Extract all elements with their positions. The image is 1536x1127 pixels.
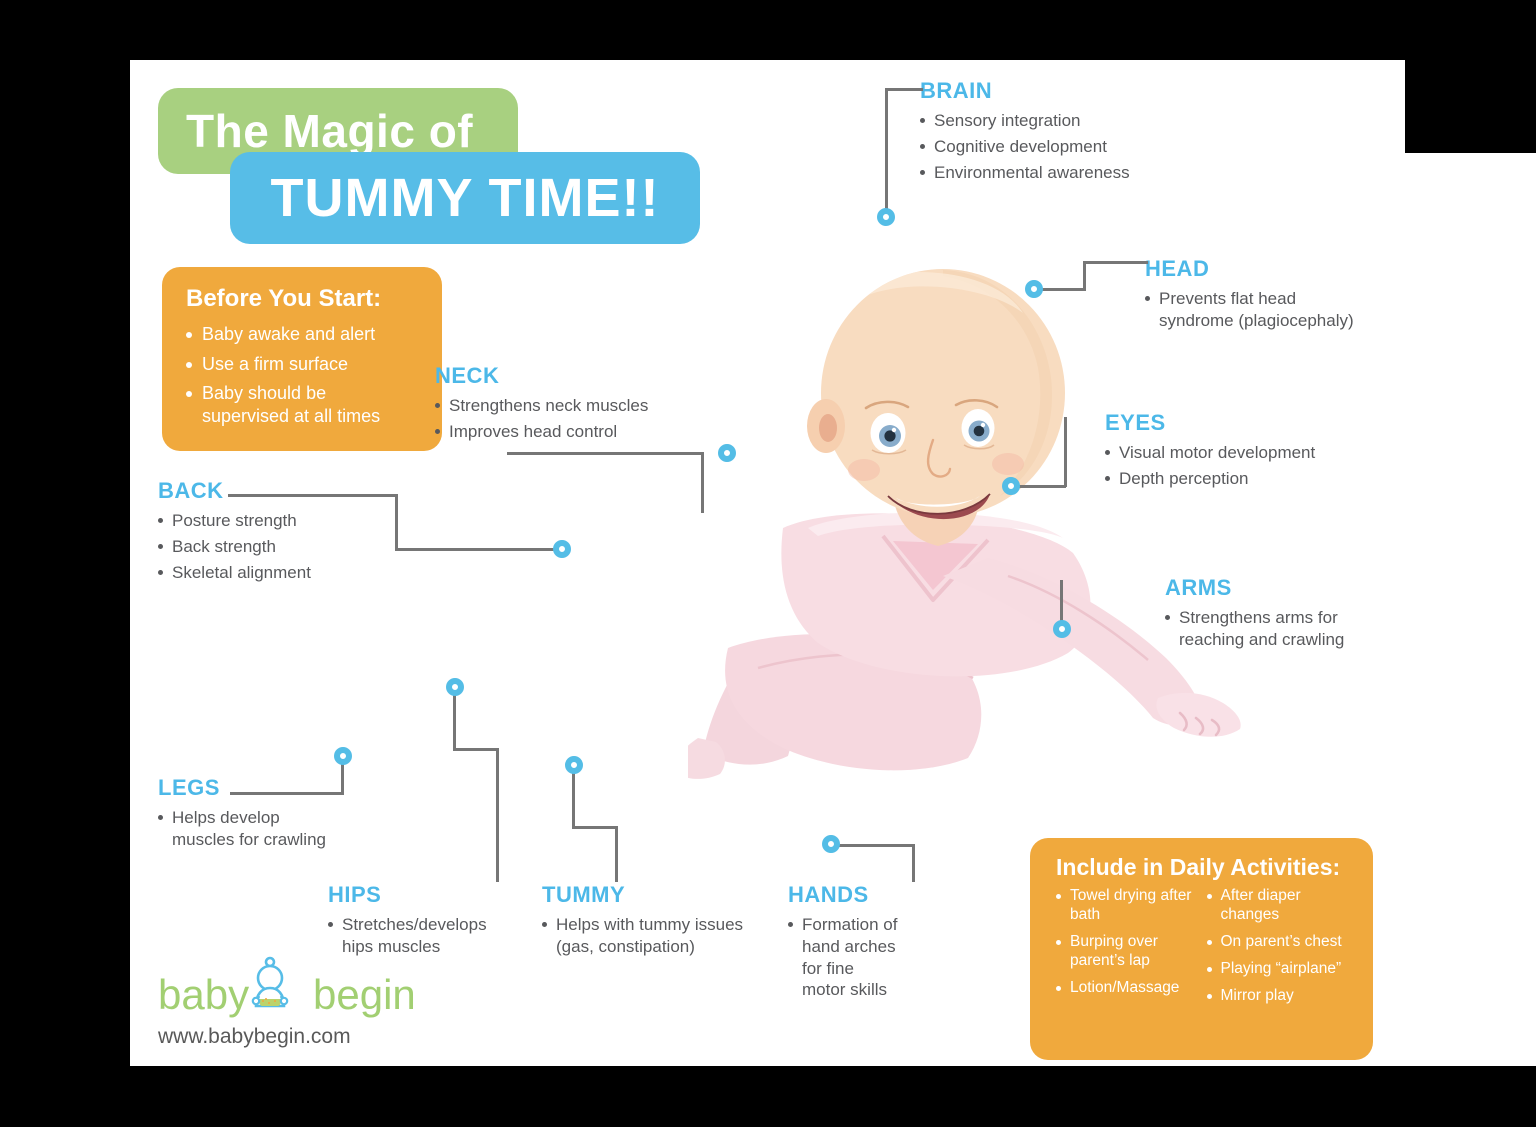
svg-text:baby: baby bbox=[158, 971, 249, 1018]
svg-text:begin: begin bbox=[313, 971, 416, 1018]
